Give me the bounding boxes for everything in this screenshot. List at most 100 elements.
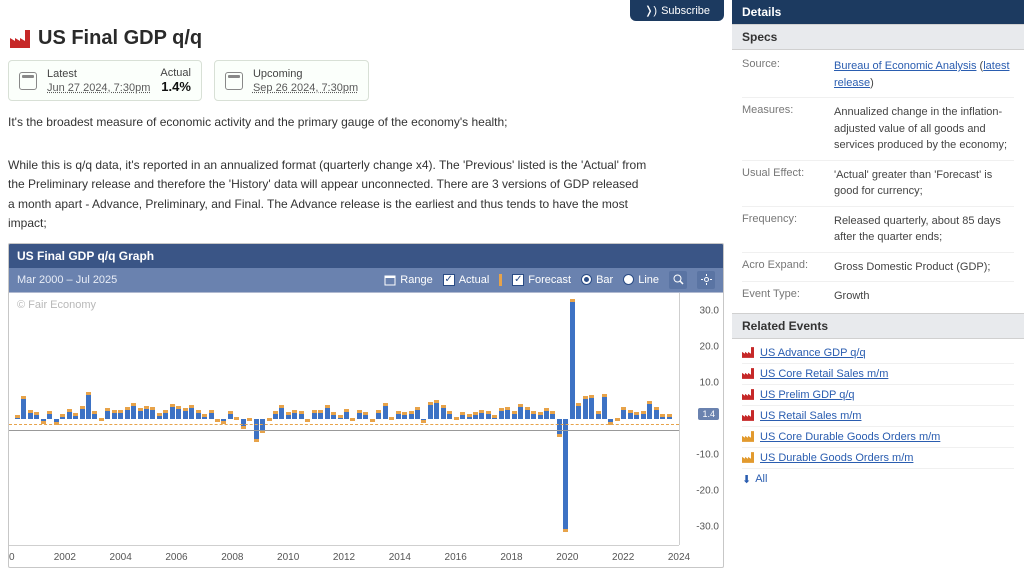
related-event-link[interactable]: US Prelim GDP q/q <box>760 389 855 401</box>
subscribe-button[interactable]: ❭) Subscribe <box>630 0 724 21</box>
spec-acro-val: Gross Domestic Product (GDP); <box>834 259 1014 276</box>
bar-radio[interactable]: Bar <box>581 274 613 286</box>
chart-bar <box>621 407 626 419</box>
specs-header: Specs <box>732 24 1024 50</box>
related-event: US Durable Goods Orders m/m <box>742 448 1014 469</box>
y-tick: 10.0 <box>700 377 719 388</box>
spec-usual-key: Usual Effect: <box>742 167 834 200</box>
chart-bar <box>641 411 646 419</box>
calendar-icon <box>19 72 37 90</box>
chart-bar <box>286 412 291 419</box>
related-all[interactable]: ⬇All <box>742 469 1014 490</box>
chart-bar <box>583 396 588 419</box>
line-radio[interactable]: Line <box>623 274 659 286</box>
actual-toggle[interactable]: ✓Actual <box>443 274 490 286</box>
down-arrow-icon: ⬇ <box>742 473 751 486</box>
calendar-icon <box>225 72 243 90</box>
reference-badge: 1.4 <box>698 408 719 420</box>
zoom-button[interactable] <box>669 271 687 289</box>
chart-bar <box>338 415 343 419</box>
related-event: US Core Retail Sales m/m <box>742 364 1014 385</box>
chart-bar <box>376 410 381 419</box>
related-event-link[interactable]: US Durable Goods Orders m/m <box>760 452 913 464</box>
chart-bar <box>92 411 97 419</box>
x-tick: 2018 <box>500 552 522 563</box>
chart-bar <box>615 419 620 421</box>
chart-bar <box>80 406 85 419</box>
calendar-range-icon <box>384 274 396 286</box>
x-tick: 2008 <box>221 552 243 563</box>
chart-bar <box>550 411 555 419</box>
page-title: US Final GDP q/q <box>38 27 202 50</box>
graph-panel: US Final GDP q/q Graph Mar 2000 – Jul 20… <box>8 243 724 568</box>
chart-bar <box>460 412 465 419</box>
chart-bar <box>434 400 439 419</box>
chart-bar <box>486 411 491 419</box>
range-button[interactable]: Range <box>384 274 432 286</box>
chart-bar <box>563 419 568 532</box>
y-tick: 30.0 <box>700 305 719 316</box>
graph-toolbar: Mar 2000 – Jul 2025 Range ✓Actual ✓Forec… <box>9 268 723 292</box>
chart-bar <box>67 409 72 419</box>
actual-label: Actual <box>160 67 191 79</box>
chart-bar <box>234 417 239 419</box>
related-event-link[interactable]: US Advance GDP q/q <box>760 347 866 359</box>
forecast-toggle[interactable]: ✓Forecast <box>512 274 571 286</box>
x-tick: 2010 <box>277 552 299 563</box>
y-tick: 20.0 <box>700 341 719 352</box>
chart-bar <box>667 414 672 419</box>
chart-bar <box>247 419 252 422</box>
chart-bar <box>305 419 310 420</box>
latest-date-link[interactable]: Jun 27 2024, 7:30pm <box>47 82 150 94</box>
chart-bar <box>602 394 607 419</box>
factory-icon <box>742 368 754 379</box>
chart-bar <box>447 411 452 419</box>
chart-bar <box>176 406 181 419</box>
upcoming-label: Upcoming <box>253 68 358 80</box>
chart-bar <box>318 410 323 419</box>
chart-bar <box>131 403 136 418</box>
factory-icon <box>742 389 754 400</box>
chart-bar <box>299 411 304 419</box>
chart-bar <box>163 410 168 419</box>
chart-bar <box>350 418 355 419</box>
chart-bar <box>189 405 194 419</box>
chart-bar <box>157 413 162 419</box>
related-event-link[interactable]: US Core Retail Sales m/m <box>760 368 888 380</box>
chart-area[interactable]: © Fair Economy 1.4-30.0-20.0-10.010.020.… <box>9 292 723 567</box>
settings-button[interactable] <box>697 271 715 289</box>
chart-bar <box>357 410 362 419</box>
chart-bar <box>512 411 517 419</box>
reference-line <box>9 424 679 425</box>
chart-bar <box>544 408 549 419</box>
chart-bar <box>505 407 510 419</box>
chart-bar <box>499 408 504 419</box>
spec-source-link[interactable]: Bureau of Economic Analysis <box>834 60 976 72</box>
chart-bar <box>41 419 46 424</box>
factory-icon <box>742 452 754 463</box>
y-tick: -20.0 <box>696 485 719 496</box>
chart-bar <box>428 402 433 419</box>
upcoming-date-link[interactable]: Sep 26 2024, 7:30pm <box>253 82 358 94</box>
chart-bar <box>557 419 562 437</box>
x-tick: 2002 <box>54 552 76 563</box>
related-event: US Retail Sales m/m <box>742 406 1014 427</box>
chart-bar <box>576 403 581 418</box>
chart-bar <box>473 412 478 418</box>
chart-bar <box>409 411 414 419</box>
latest-card: Latest Jun 27 2024, 7:30pm Actual 1.4% <box>8 60 202 101</box>
chart-bar <box>196 410 201 419</box>
chart-bar <box>421 419 426 423</box>
chart-bar <box>647 401 652 419</box>
chart-bar <box>209 410 214 419</box>
chart-bar <box>589 395 594 419</box>
chart-bar <box>389 417 394 419</box>
speaker-icon: ❭) <box>644 4 657 17</box>
upcoming-card: Upcoming Sep 26 2024, 7:30pm <box>214 60 369 101</box>
chart-bar <box>531 411 536 419</box>
chart-bar <box>273 411 278 419</box>
related-event-link[interactable]: US Core Durable Goods Orders m/m <box>760 431 940 443</box>
related-event-link[interactable]: US Retail Sales m/m <box>760 410 861 422</box>
spec-event-key: Event Type: <box>742 288 834 305</box>
details-header: Details <box>732 0 1024 24</box>
